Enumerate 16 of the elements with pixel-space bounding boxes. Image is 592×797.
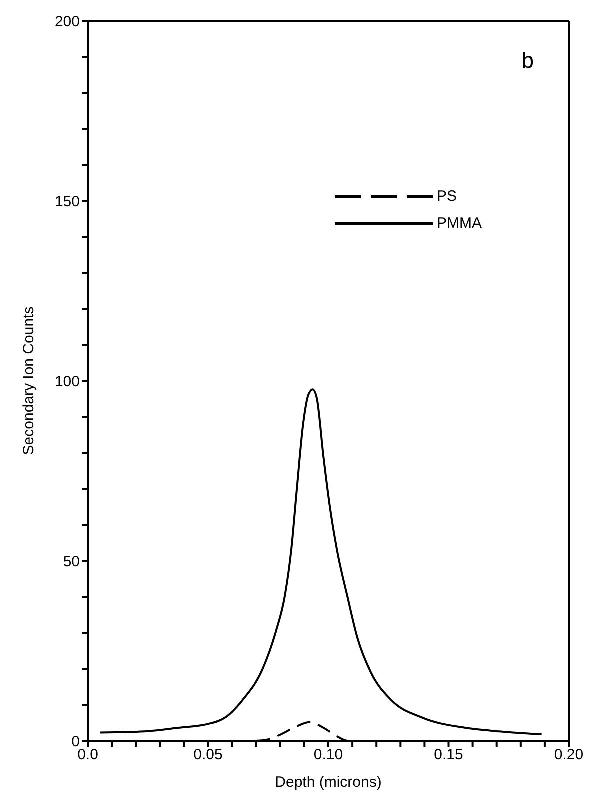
x-tick-label: 0.20 [554, 746, 584, 764]
y-tick-label: 100 [54, 373, 80, 390]
legend-label: PMMA [437, 215, 482, 232]
x-tick-label: 0.10 [314, 746, 344, 764]
y-axis-title: Secondary Ion Counts [20, 306, 38, 456]
y-tick-label: 0 [72, 733, 80, 750]
x-tick-label: 0.15 [434, 746, 464, 764]
line-series [99, 388, 543, 736]
legend-label: PS [437, 188, 458, 205]
y-tick-label: 150 [54, 193, 80, 210]
y-tick-label: 200 [54, 13, 80, 30]
text: 0.0 [78, 746, 98, 764]
annotation: b [522, 48, 534, 74]
x-tick-label: 0.05 [194, 746, 223, 764]
y-tick-label: 50 [63, 553, 80, 570]
x-axis-title: Depth (microns) [275, 774, 382, 791]
